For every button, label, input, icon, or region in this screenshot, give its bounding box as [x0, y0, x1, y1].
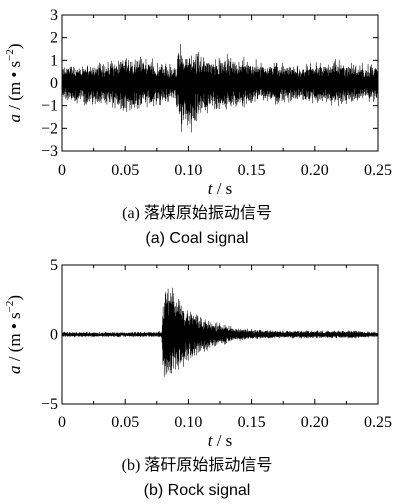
chart-a-ytick-label: −3: [41, 143, 58, 160]
chart-a-ytick-label: 2: [50, 30, 58, 47]
chart-b-ylabel-exp: −2: [4, 301, 16, 313]
chart-a-xlabel-var: t: [208, 179, 214, 198]
chart-a-ylabel: a / (m • s−2): [4, 43, 24, 122]
chart-b-xtick-label: 0.15: [238, 414, 266, 431]
chart-a-xtick-label: 0.25: [364, 162, 392, 179]
chart-a-xtick-label: 0.20: [301, 162, 329, 179]
chart-b-xtick-label: 0.25: [364, 414, 392, 431]
chart-a-xlabel: t / s: [208, 179, 233, 198]
chart-a-ytick-label: −2: [41, 120, 58, 137]
chart-b-ylabel-var: a: [5, 366, 24, 375]
chart-b-xtick-label: 0: [58, 414, 66, 431]
chart-b-xlabel-var: t: [208, 431, 214, 450]
chart-a-ylabel-exp: −2: [4, 49, 16, 61]
chart-b-caption-en: (b) Rock signal: [144, 482, 251, 499]
chart-b-caption-cn: (b) 落矸原始振动信号: [122, 456, 273, 474]
chart-b-ylabel: a / (m • s−2): [4, 295, 24, 374]
chart-a-ylabel-unit: / (m • s: [5, 61, 24, 114]
chart-a-ytick-label: −1: [41, 98, 58, 115]
chart-a-ytick-label: 0: [50, 75, 58, 92]
chart-b-xtick-label: 0.20: [301, 414, 329, 431]
chart-a-xtick-label: 0.15: [238, 162, 266, 179]
chart-a-ylabel-close: ): [5, 43, 24, 49]
chart-a-xtick-label: 0: [58, 162, 66, 179]
chart-b-xtick-label: 0.10: [174, 414, 202, 431]
chart-b-ylabel-unit: / (m • s: [5, 312, 24, 365]
chart-a-caption-cn: (a) 落煤原始振动信号: [122, 204, 272, 222]
chart-a-ylabel-var: a: [5, 114, 24, 123]
chart-b-ytick-label: 5: [50, 257, 58, 274]
chart-b-ytick-label: −5: [41, 396, 58, 413]
chart-b-ylabel-close: ): [5, 295, 24, 301]
chart-b-xlabel-unit: / s: [212, 431, 232, 450]
chart-a-ytick-label: 3: [50, 7, 58, 24]
chart-b-xtick-label: 0.05: [111, 414, 139, 431]
chart-a-ytick-label: 1: [50, 52, 58, 69]
chart-a: 0 0.05 0.10 0.15 0.20 0.25 3 2 1 0 −1 −2 −3 t / s a / …: [4, 7, 392, 247]
chart-a-signal-trace: [62, 44, 378, 133]
chart-a-caption-en: (a) Coal signal: [145, 230, 248, 247]
chart-b-signal-trace: [62, 287, 378, 377]
chart-a-xtick-label: 0.05: [111, 162, 139, 179]
chart-a-xlabel-unit: / s: [212, 179, 232, 198]
chart-b-ytick-label: 0: [50, 327, 58, 344]
chart-b-xlabel: t / s: [208, 431, 233, 450]
chart-a-xtick-label: 0.10: [174, 162, 202, 179]
